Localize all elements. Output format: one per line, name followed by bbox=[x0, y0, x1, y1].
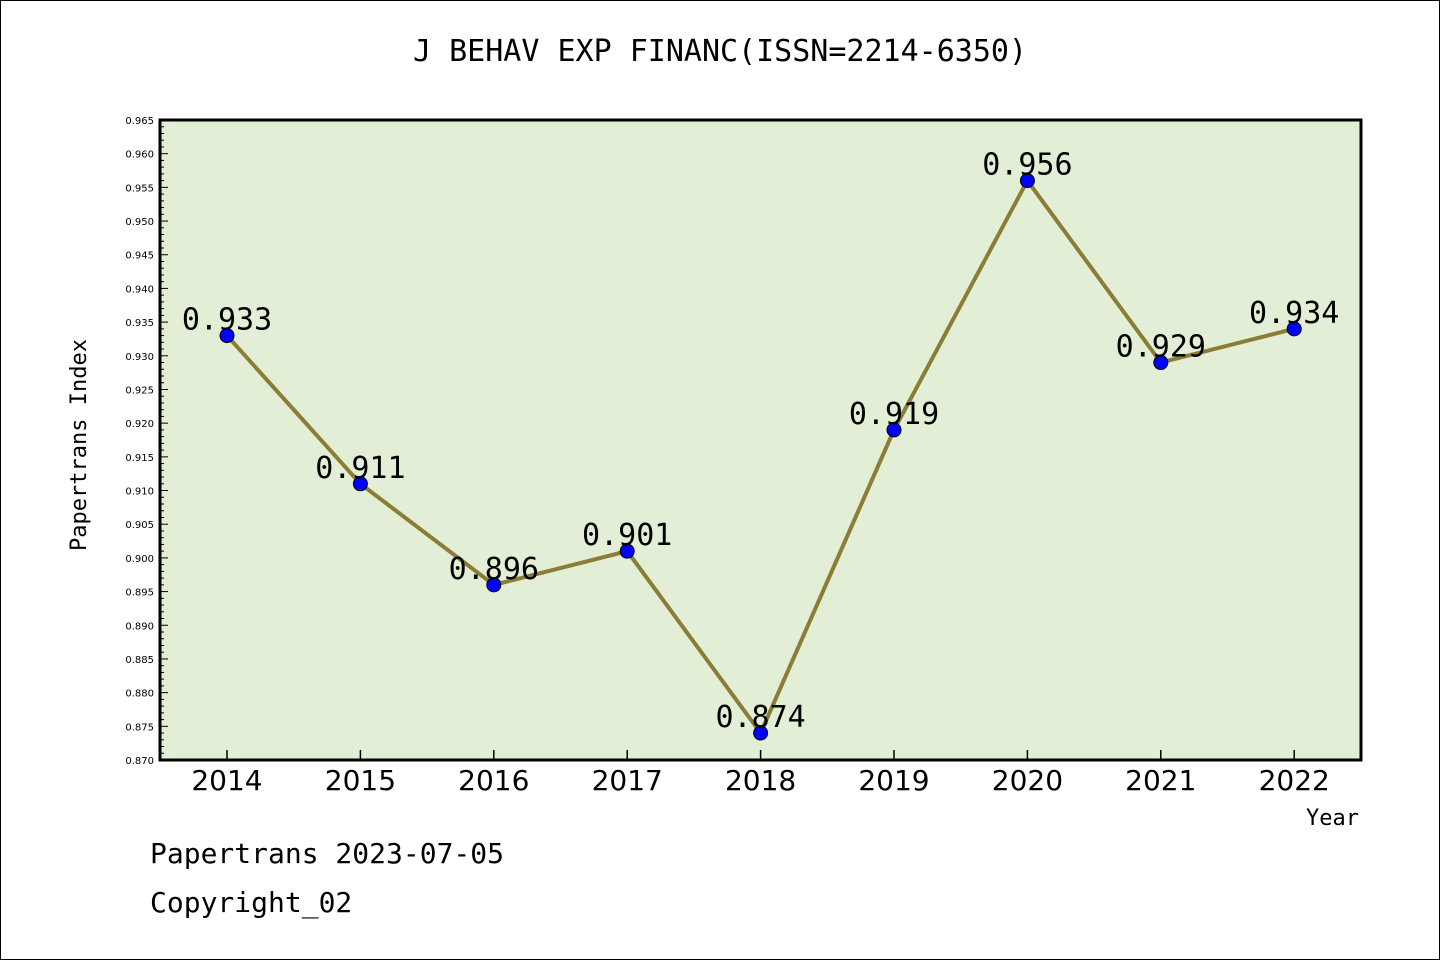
plot-area bbox=[158, 118, 1363, 762]
data-label: 0.901 bbox=[582, 518, 672, 553]
x-tick-label: 2022 bbox=[1259, 764, 1330, 797]
y-tick-label: 0.900 bbox=[125, 554, 154, 565]
chart-title: J BEHAV EXP FINANC(ISSN=2214-6350) bbox=[412, 34, 1028, 69]
y-tick-label: 0.950 bbox=[125, 217, 154, 228]
data-label: 0.911 bbox=[315, 451, 405, 486]
data-labels: 0.933 0.911 0.896 0.901 0.874 0.919 0.956 0.929… bbox=[182, 148, 1340, 735]
data-label: 0.934 bbox=[1249, 296, 1339, 331]
y-tick-label: 0.870 bbox=[125, 756, 154, 767]
data-label: 0.896 bbox=[449, 552, 539, 587]
data-label: 0.929 bbox=[1116, 330, 1206, 365]
y-tick-label: 0.960 bbox=[125, 150, 154, 161]
y-tick-label: 0.930 bbox=[125, 352, 154, 363]
x-tick-label: 2021 bbox=[1125, 764, 1196, 797]
y-tick-label: 0.920 bbox=[125, 419, 154, 430]
y-tick-label: 0.875 bbox=[125, 722, 154, 733]
y-tick-label: 0.945 bbox=[125, 251, 154, 262]
y-tick-label: 0.940 bbox=[125, 284, 154, 295]
y-tick-label: 0.910 bbox=[125, 487, 154, 498]
y-tick-label: 0.955 bbox=[125, 183, 154, 194]
x-tick-label: 2019 bbox=[858, 764, 929, 797]
data-point bbox=[486, 577, 502, 593]
data-label: 0.919 bbox=[849, 397, 939, 432]
data-label: 0.956 bbox=[982, 148, 1072, 183]
data-point bbox=[886, 422, 902, 438]
data-point bbox=[753, 725, 769, 741]
y-tick-label: 0.890 bbox=[125, 621, 154, 632]
y-tick-label: 0.965 bbox=[125, 116, 154, 127]
y-axis-label: Papertrans Index bbox=[67, 339, 92, 551]
footer-date: Papertrans 2023-07-05 bbox=[150, 837, 505, 870]
x-tick-label: 2020 bbox=[992, 764, 1063, 797]
y-tick-label: 0.935 bbox=[125, 318, 154, 329]
x-axis-label: Year bbox=[1306, 806, 1359, 831]
y-tick-label: 0.880 bbox=[125, 689, 154, 700]
y-tick-label: 0.885 bbox=[125, 655, 154, 666]
y-axis: 0.870 0.875 0.880 0.885 0.890 0.895 0.900 0.905… bbox=[125, 116, 168, 767]
x-tick-label: 2017 bbox=[592, 764, 663, 797]
y-tick-label: 0.925 bbox=[125, 385, 154, 396]
data-label: 0.933 bbox=[182, 303, 272, 338]
data-point bbox=[1286, 321, 1302, 337]
data-point bbox=[619, 543, 635, 559]
data-points bbox=[219, 173, 1302, 741]
data-point bbox=[1019, 173, 1035, 189]
x-axis: 2014 2015 2016 2017 2018 2019 2020 2021 2022 bbox=[191, 750, 1330, 797]
x-tick-label: 2016 bbox=[458, 764, 529, 797]
data-point bbox=[1153, 355, 1169, 371]
data-label: 0.874 bbox=[715, 700, 805, 735]
data-point bbox=[352, 476, 368, 492]
y-tick-label: 0.915 bbox=[125, 453, 154, 464]
y-tick-label: 0.905 bbox=[125, 520, 154, 531]
data-point bbox=[219, 328, 235, 344]
x-tick-label: 2014 bbox=[191, 764, 262, 797]
y-tick-label: 0.895 bbox=[125, 588, 154, 599]
x-tick-label: 2018 bbox=[725, 764, 796, 797]
footer-copyright: Copyright_02 bbox=[150, 886, 353, 919]
x-tick-label: 2015 bbox=[325, 764, 396, 797]
